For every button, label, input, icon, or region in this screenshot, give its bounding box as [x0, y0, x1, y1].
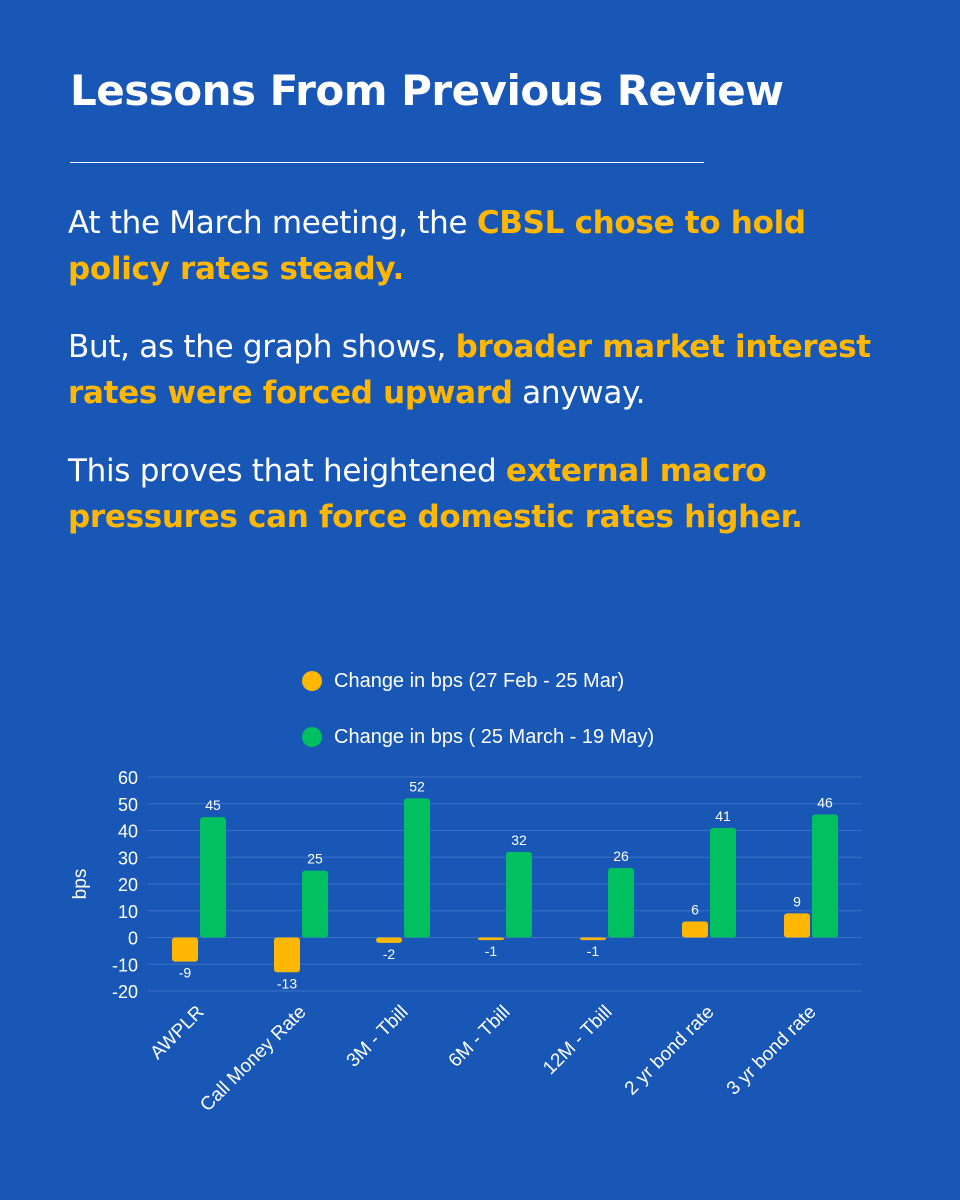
- data-label: -1: [485, 943, 498, 959]
- bar-series-2: [710, 827, 736, 938]
- bar-series-1: [274, 937, 300, 973]
- y-tick-label: -10: [112, 955, 138, 975]
- paragraph-2-tail: anyway.: [512, 375, 646, 411]
- data-label: -9: [179, 965, 192, 981]
- y-tick-label: 50: [118, 795, 138, 815]
- y-axis-label: bps: [70, 869, 91, 900]
- y-tick-label: 20: [118, 875, 138, 895]
- paragraph-2-text: But, as the graph shows,: [68, 329, 456, 365]
- data-label: 32: [511, 832, 527, 848]
- bar-series-1: [376, 937, 402, 943]
- paragraph-1-highlight: CBSL chose to hold policy rates steady.: [68, 205, 806, 287]
- paragraph-1: At the March meeting, the CBSL chose to …: [68, 200, 898, 292]
- paragraph-3-highlight: external macro pressures can force domes…: [68, 453, 803, 535]
- bar-series-1: [172, 937, 198, 962]
- y-tick-label: 40: [118, 822, 138, 842]
- bar-series-1: [784, 913, 810, 938]
- y-tick-label: -20: [112, 982, 138, 1002]
- page-title: Lessons From Previous Review: [70, 66, 784, 115]
- data-label: 41: [715, 808, 731, 824]
- bar-chart: 60 50 40 30 20 10 0 -10 -20 bps -9 45 AWPLR -13 25 Call…: [70, 768, 862, 1116]
- data-label: 52: [409, 778, 425, 794]
- x-tick-label: AWPLR: [146, 1002, 208, 1064]
- y-tick-label: 0: [128, 929, 138, 949]
- data-label: 46: [817, 794, 833, 810]
- bar-series-2: [608, 867, 634, 938]
- x-tick-label: 3M - Tbill: [343, 1002, 413, 1072]
- bar-series-2: [812, 814, 838, 938]
- legend-label-series-1: Change in bps (27 Feb - 25 Mar): [334, 669, 625, 692]
- data-label: 26: [613, 848, 629, 864]
- x-tick-label: 6M - Tbill: [445, 1002, 515, 1072]
- x-tick-label: 2 yr bond rate: [621, 1002, 719, 1100]
- bar-series-1: [478, 937, 504, 941]
- data-label: -2: [383, 946, 396, 962]
- x-tick-label: 3 yr bond rate: [723, 1002, 821, 1100]
- bar-series-1: [580, 937, 606, 941]
- data-label: 6: [691, 901, 699, 917]
- x-tick-label: Call Money Rate: [196, 1002, 310, 1116]
- legend-item-series-2: Change in bps ( 25 March - 19 May): [302, 723, 654, 751]
- bar-series-2: [200, 817, 226, 938]
- paragraph-3: This proves that heightened external mac…: [68, 448, 898, 540]
- data-label: 9: [793, 893, 801, 909]
- data-label: -13: [277, 975, 297, 991]
- data-label: 45: [205, 797, 221, 813]
- legend-label-series-2: Change in bps ( 25 March - 19 May): [334, 725, 655, 748]
- bar-series-1: [682, 921, 708, 938]
- legend-dot-series-2: [302, 727, 322, 747]
- bar-series-2: [302, 870, 328, 938]
- paragraph-1-text: At the March meeting, the: [68, 205, 477, 241]
- bar-series-2: [506, 851, 532, 938]
- data-label: -1: [587, 943, 600, 959]
- y-tick-label: 30: [118, 848, 138, 868]
- legend-dot-series-1: [302, 671, 322, 691]
- title-divider: [70, 162, 704, 163]
- bar-series-2: [404, 798, 430, 938]
- data-label: 25: [307, 851, 323, 867]
- paragraph-2-highlight: broader market interest rates were force…: [68, 329, 871, 411]
- y-tick-label: 60: [118, 768, 138, 788]
- paragraph-2: But, as the graph shows, broader market …: [68, 324, 898, 416]
- y-tick-label: 10: [118, 902, 138, 922]
- legend-item-series-1: Change in bps (27 Feb - 25 Mar): [302, 667, 624, 695]
- x-tick-label: 12M - Tbill: [539, 1002, 616, 1079]
- paragraph-3-text: This proves that heightened: [68, 453, 506, 489]
